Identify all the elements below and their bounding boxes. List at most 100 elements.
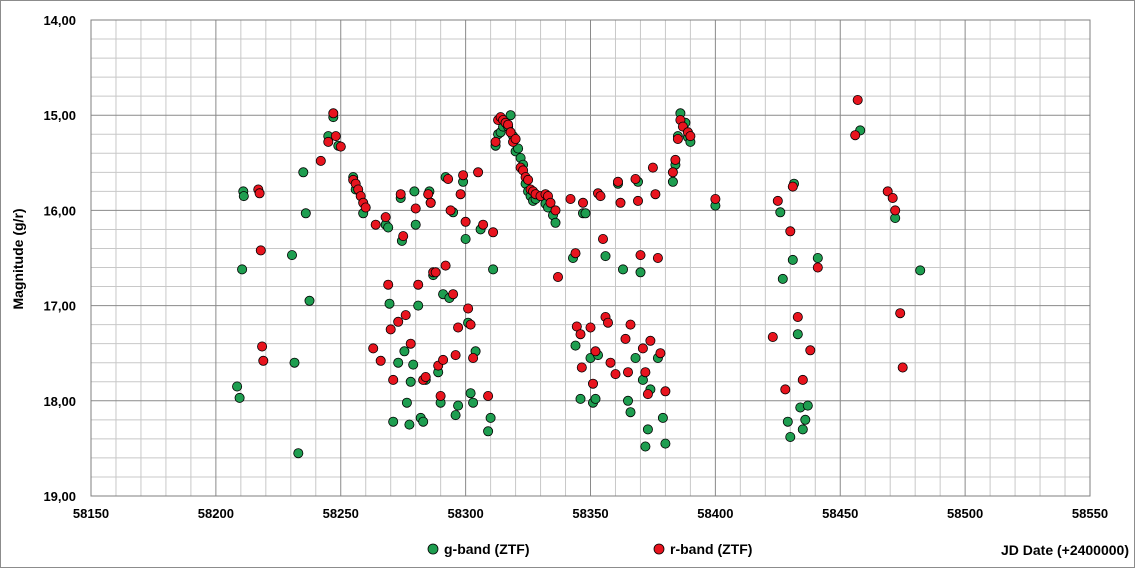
r-band-point (805, 345, 816, 356)
g-band-point (635, 267, 646, 278)
g-band-point (453, 400, 464, 411)
g-band-point (797, 424, 808, 435)
r-band-point (578, 197, 589, 208)
r-band-point (410, 203, 421, 214)
g-band-point (485, 412, 496, 423)
g-band-point (298, 167, 309, 178)
g-band-point (570, 340, 581, 351)
g-band-point (286, 250, 297, 261)
x-tick-label: 58500 (947, 506, 983, 521)
r-band-point (510, 133, 521, 144)
r-band-point (460, 216, 471, 227)
g-band-point (383, 222, 394, 233)
r-band-point (258, 355, 269, 366)
g-band-point (289, 357, 300, 368)
r-band-point (640, 367, 651, 378)
r-band-point (785, 226, 796, 237)
r-band-point (473, 167, 484, 178)
r-band-point (420, 371, 431, 382)
r-band-point (445, 205, 456, 216)
g-band-point (450, 410, 461, 421)
r-band-point (360, 202, 371, 213)
g-band-point (413, 300, 424, 311)
r-band-point (667, 167, 678, 178)
g-band-point (304, 295, 315, 306)
r-band-point (490, 136, 501, 147)
g-band-point (792, 329, 803, 340)
r-band-point (254, 188, 265, 199)
r-band-point (897, 362, 908, 373)
r-band-point (255, 245, 266, 256)
g-band-point (410, 219, 421, 230)
g-band-point (660, 438, 671, 449)
g-band-point (388, 416, 399, 427)
r-band-point (645, 335, 656, 346)
r-band-point (455, 189, 466, 200)
r-band-point (613, 176, 624, 187)
r-band-point (660, 386, 671, 397)
legend-marker-g-band (427, 543, 439, 555)
r-band-point (812, 262, 823, 273)
r-band-point (553, 271, 564, 282)
g-band-point (785, 431, 796, 442)
x-tick-label: 58550 (1072, 506, 1108, 521)
x-axis-tick-labels: 58150 58200 58250 58300 58350 58400 58450 58500… (73, 506, 1108, 521)
g-band-point (408, 359, 419, 370)
r-band-point (393, 316, 404, 327)
y-tick-label: 19,00 (43, 489, 76, 504)
r-band-point (453, 322, 464, 333)
r-band-point (797, 374, 808, 385)
r-band-point (575, 329, 586, 340)
r-band-point (852, 95, 863, 106)
r-band-point (650, 189, 661, 200)
g-band-point (800, 414, 811, 425)
r-band-point (565, 193, 576, 204)
g-band-point (465, 388, 476, 399)
r-band-point (328, 108, 339, 119)
x-tick-label: 58400 (697, 506, 733, 521)
g-band-point (640, 441, 651, 452)
r-band-point (488, 227, 499, 238)
g-band-point (600, 251, 611, 262)
x-tick-label: 58450 (822, 506, 858, 521)
g-band-point (575, 393, 586, 404)
g-band-point (915, 265, 926, 276)
g-band-point (618, 264, 629, 275)
g-band-point (775, 207, 786, 218)
g-band-point (667, 176, 678, 187)
r-band-point (483, 390, 494, 401)
r-band-point (652, 252, 663, 263)
r-band-point (463, 303, 474, 314)
r-band-point (257, 341, 268, 352)
r-band-point (395, 189, 406, 200)
r-band-point (388, 374, 399, 385)
r-band-point (647, 162, 658, 173)
g-band-point (300, 208, 311, 219)
r-band-point (468, 352, 479, 363)
r-band-point (438, 354, 449, 365)
g-band-point (405, 376, 416, 387)
g-band-point (399, 346, 410, 357)
g-band-point (234, 392, 245, 403)
r-band-point (383, 279, 394, 290)
r-band-point (576, 362, 587, 373)
g-band-point (802, 400, 813, 411)
y-tick-label: 16,00 (43, 203, 76, 218)
r-band-point (637, 343, 648, 354)
g-band-point (630, 352, 641, 363)
r-band-point (450, 350, 461, 361)
r-band-point (655, 348, 666, 359)
x-tick-label: 58350 (572, 506, 608, 521)
g-band-point (238, 191, 249, 202)
legend-marker-r-band (653, 543, 665, 555)
r-band-point (623, 367, 634, 378)
r-band-point (323, 136, 334, 147)
r-band-point (767, 331, 778, 342)
r-band-point (890, 205, 901, 216)
g-band-point (812, 252, 823, 263)
g-band-point (409, 186, 420, 197)
r-band-point (335, 141, 346, 152)
g-band-point (393, 357, 404, 368)
g-band-point (590, 393, 601, 404)
